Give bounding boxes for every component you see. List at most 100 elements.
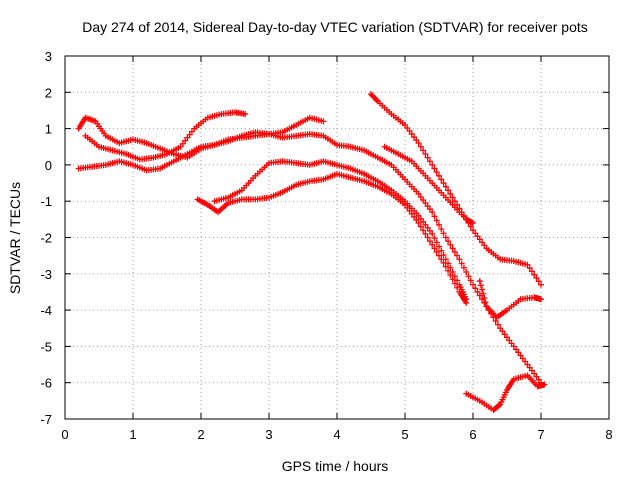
data-point (451, 273, 458, 280)
y-tick-label: 1 (45, 122, 52, 137)
y-tick-label: -4 (40, 303, 52, 318)
data-point (506, 337, 513, 344)
data-point (413, 137, 420, 144)
data-point (477, 282, 484, 289)
data-point (449, 245, 456, 252)
data-point (526, 265, 533, 272)
data-point (431, 165, 438, 172)
data-point (474, 288, 481, 295)
data-point (497, 325, 504, 332)
data-point (373, 97, 380, 104)
data-point (426, 158, 433, 165)
data-point (447, 264, 454, 271)
data-point (422, 221, 429, 228)
data-point (535, 376, 542, 383)
data-point (476, 278, 483, 285)
data-point (433, 239, 440, 246)
data-point (436, 243, 442, 250)
data-point (472, 230, 479, 237)
data-point (417, 215, 424, 222)
data-point (451, 198, 458, 205)
data-point (458, 260, 465, 267)
series-arc-8 (476, 278, 544, 321)
data-point (480, 290, 487, 297)
y-tick-label: 2 (45, 85, 52, 100)
data-point (501, 331, 508, 338)
data-point (320, 118, 327, 125)
data-point (496, 402, 503, 409)
data-point (429, 230, 436, 237)
y-axis-label: SDTVAR / TECUs (7, 182, 23, 294)
y-tick-label: 0 (45, 158, 52, 173)
data-point (531, 271, 538, 278)
data-point (188, 128, 195, 135)
x-tick-label: 2 (197, 427, 204, 442)
data-point (445, 238, 452, 245)
data-point (442, 263, 449, 270)
data-point (429, 209, 436, 216)
data-point (460, 264, 467, 271)
x-tick-label: 1 (129, 427, 136, 442)
data-point (431, 213, 438, 220)
y-tick-label: -1 (40, 194, 52, 209)
data-point (526, 364, 533, 371)
series-arc-5 (211, 158, 470, 303)
series-arc-7 (381, 143, 476, 226)
data-point (492, 317, 499, 324)
data-point (454, 277, 461, 284)
data-point (499, 328, 506, 335)
series-arc-4 (194, 170, 470, 306)
data-point (519, 355, 526, 362)
data-point (451, 280, 458, 287)
y-tick-label: -3 (40, 267, 52, 282)
data-point (510, 343, 517, 350)
series-arc-3 (75, 131, 544, 386)
data-point (413, 216, 420, 223)
data-point (524, 361, 531, 368)
data-point (463, 268, 470, 275)
data-point (447, 241, 454, 248)
data-point (242, 111, 249, 118)
data-point (467, 277, 474, 284)
data-point (481, 295, 488, 301)
data-point (445, 187, 452, 194)
data-point (424, 203, 431, 210)
data-point (417, 193, 424, 200)
data-point (429, 241, 436, 248)
data-point (445, 267, 452, 274)
x-tick-label: 8 (605, 427, 612, 442)
data-point (402, 121, 408, 128)
data-point (533, 275, 540, 282)
data-point (476, 292, 483, 299)
data-point (433, 217, 440, 224)
data-point (449, 276, 456, 283)
data-point (454, 252, 461, 259)
data-point (463, 296, 470, 303)
data-point (429, 161, 436, 168)
data-point (431, 235, 438, 242)
data-point (415, 190, 422, 197)
data-point (431, 245, 438, 252)
data-point (438, 247, 445, 254)
data-point (517, 352, 524, 359)
x-tick-label: 0 (61, 427, 68, 442)
data-point (177, 143, 184, 150)
data-point (476, 236, 483, 243)
data-point (533, 373, 540, 380)
data-point (451, 249, 458, 256)
plot-frame (64, 55, 610, 420)
data-point (406, 128, 413, 135)
data-marks (75, 91, 548, 413)
data-point (436, 172, 442, 179)
data-point (494, 321, 501, 328)
data-point (422, 151, 429, 158)
data-point (524, 261, 531, 268)
data-point (420, 218, 427, 225)
chart-title: Day 274 of 2014, Sidereal Day-to-day VTE… (82, 19, 588, 35)
data-point (442, 183, 449, 190)
x-tick-label: 5 (401, 427, 408, 442)
data-point (440, 230, 447, 237)
data-point (184, 134, 191, 141)
data-point (424, 224, 431, 231)
data-point (515, 349, 522, 356)
